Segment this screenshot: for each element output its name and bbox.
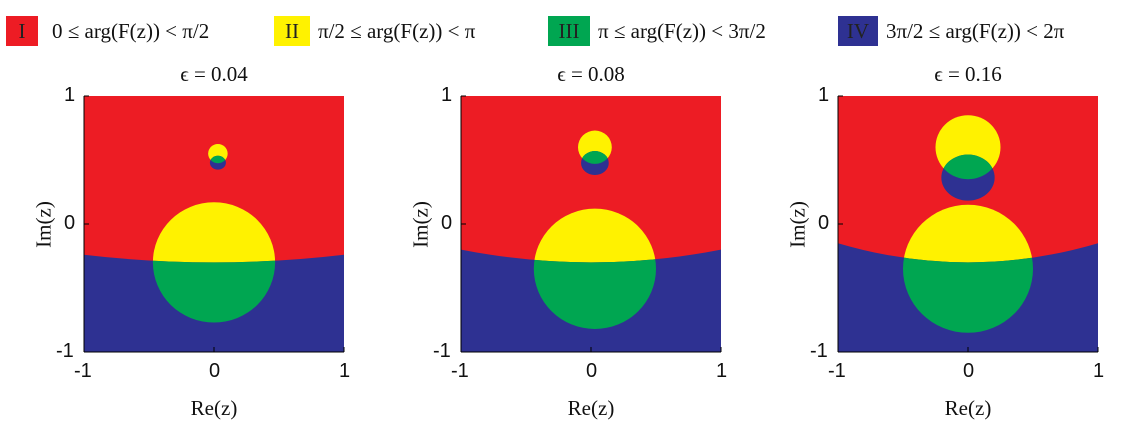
region-III-lower-circle bbox=[152, 254, 276, 323]
x-tick-label: 0 bbox=[209, 360, 221, 382]
legend-swatch-3: III bbox=[548, 16, 590, 46]
legend-numeral-4: IV bbox=[846, 18, 870, 43]
y-tick-label: -1 bbox=[56, 340, 74, 362]
plot-title: ϵ = 0.08 bbox=[557, 62, 625, 86]
x-tick-label: -1 bbox=[451, 360, 469, 382]
legend-swatch-4: IV bbox=[838, 16, 878, 46]
legend-label-1: 0 ≤ arg(F(z)) < π/2 bbox=[52, 19, 210, 43]
legend-swatch-1: I bbox=[6, 16, 38, 46]
legend-label-3: π ≤ arg(F(z)) < 3π/2 bbox=[598, 19, 766, 43]
x-tick-label: -1 bbox=[74, 360, 92, 382]
x-axis-label: Re(z) bbox=[190, 396, 238, 420]
x-tick-label: 1 bbox=[716, 360, 728, 382]
y-tick-label: 0 bbox=[818, 212, 830, 234]
legend-numeral-2: II bbox=[285, 18, 299, 43]
y-tick-label: 1 bbox=[818, 84, 830, 106]
x-tick-label: 0 bbox=[586, 360, 598, 382]
legend-swatch-2: II bbox=[274, 16, 310, 46]
x-axis-label: Re(z) bbox=[944, 396, 992, 420]
legend-label-2: π/2 ≤ arg(F(z)) < π bbox=[318, 19, 476, 43]
region-III-upper-circle bbox=[941, 154, 995, 180]
legend-numeral-1: I bbox=[18, 18, 26, 43]
region-II-lower-circle bbox=[533, 208, 657, 263]
region-III-lower-circle bbox=[533, 249, 657, 329]
x-tick-label: 1 bbox=[1093, 360, 1105, 382]
x-tick-label: -1 bbox=[828, 360, 846, 382]
legend: I 0 ≤ arg(F(z)) < π/2 II π/2 ≤ arg(F(z))… bbox=[0, 0, 1125, 46]
legend-label-4: 3π/2 ≤ arg(F(z)) < 2π bbox=[886, 19, 1065, 43]
plot-title: ϵ = 0.04 bbox=[180, 62, 248, 86]
region-III-lower-circle bbox=[903, 243, 1033, 333]
y-axis-label: Im(z) bbox=[785, 201, 810, 248]
y-tick-label: -1 bbox=[433, 340, 451, 362]
plot-title: ϵ = 0.16 bbox=[934, 62, 1002, 86]
region-III-upper-circle bbox=[209, 155, 226, 164]
region-III-upper-circle bbox=[581, 151, 609, 164]
x-tick-label: 0 bbox=[963, 360, 975, 382]
legend-numeral-3: III bbox=[558, 18, 580, 43]
y-tick-label: 1 bbox=[441, 84, 453, 106]
y-tick-label: 1 bbox=[64, 84, 76, 106]
region-II-lower-circle bbox=[903, 204, 1033, 263]
x-axis-label: Re(z) bbox=[567, 396, 615, 420]
y-tick-label: -1 bbox=[810, 340, 828, 362]
y-tick-label: 0 bbox=[441, 212, 453, 234]
x-tick-label: 1 bbox=[339, 360, 351, 382]
y-tick-label: 0 bbox=[64, 212, 76, 234]
